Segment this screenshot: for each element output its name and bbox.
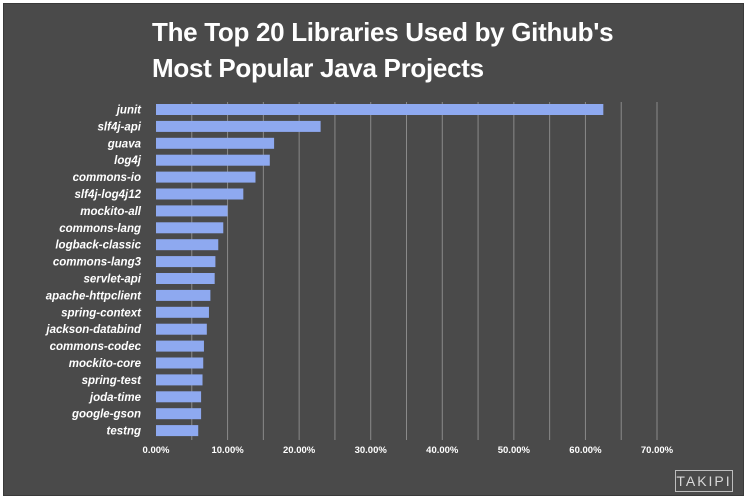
bar-spring-context (156, 306, 209, 318)
category-label: logback-classic (55, 240, 141, 252)
chart-background (3, 3, 744, 496)
chart-title: The Top 20 Libraries Used by Github's Mo… (152, 14, 712, 86)
bar-commons-lang (156, 222, 224, 234)
category-label: commons-codec (50, 341, 142, 353)
bar-spring-test (156, 374, 203, 386)
bar-commons-lang3 (156, 256, 216, 268)
bar-google-gson (156, 408, 202, 420)
bar-apache-httpclient (156, 289, 211, 301)
category-label: spring-context (61, 307, 142, 319)
bar-commons-codec (156, 340, 204, 352)
category-label: google-gson (71, 409, 141, 421)
category-label: servlet-api (83, 274, 141, 286)
x-tick-label: 0.00% (143, 445, 170, 456)
bar-mockito-core (156, 357, 204, 369)
chart-title-line-2: Most Popular Java Projects (152, 53, 484, 83)
bars (156, 104, 604, 437)
x-tick-label: 40.00% (426, 445, 459, 456)
category-label: slf4j-api (98, 121, 142, 133)
category-label: apache-httpclient (46, 290, 142, 302)
category-label: commons-io (73, 172, 141, 184)
bar-commons-io (156, 171, 256, 183)
bar-jackson-databind (156, 323, 207, 335)
category-label: mockito-all (80, 206, 142, 218)
category-label: jackson-databind (44, 324, 142, 336)
category-label: testng (107, 426, 142, 438)
x-tick-label: 30.00% (355, 445, 388, 456)
category-label: mockito-core (69, 358, 142, 370)
x-tick-label: 10.00% (211, 445, 244, 456)
category-labels: junit slf4j-api guava log4j commons-io slf4j-… (44, 105, 142, 438)
bar-mockito-all (156, 205, 228, 217)
category-label: slf4j-log4j12 (75, 189, 142, 201)
bar-guava (156, 137, 275, 149)
bar-slf4j-api (156, 120, 321, 132)
gridlines (191, 102, 658, 440)
category-label: spring-test (82, 375, 143, 387)
x-axis-tick-labels: 0.00% 10.00% 20.00% 30.00% 40.00% 50.00% 60.00… (143, 445, 674, 456)
x-tick-label: 50.00% (498, 445, 531, 456)
bar-joda-time (156, 391, 202, 403)
takipi-watermark: TAKIPI (675, 470, 733, 492)
bar-log4j (156, 154, 270, 166)
category-label: commons-lang3 (53, 257, 142, 269)
bar-servlet-api (156, 273, 215, 284)
category-label: log4j (114, 155, 142, 167)
x-tick-label: 60.00% (569, 445, 602, 456)
chart-title-line-1: The Top 20 Libraries Used by Github's (152, 17, 614, 47)
x-tick-label: 70.00% (641, 445, 674, 456)
bar-logback-classic (156, 239, 219, 251)
x-tick-label: 20.00% (283, 445, 316, 456)
category-label: guava (107, 138, 142, 150)
bar-slf4j-log4j12 (156, 188, 244, 200)
category-label: commons-lang (59, 223, 141, 235)
category-label: joda-time (88, 392, 142, 404)
bar-junit (156, 104, 604, 115)
bar-testng (156, 425, 199, 437)
category-label: junit (115, 105, 142, 117)
